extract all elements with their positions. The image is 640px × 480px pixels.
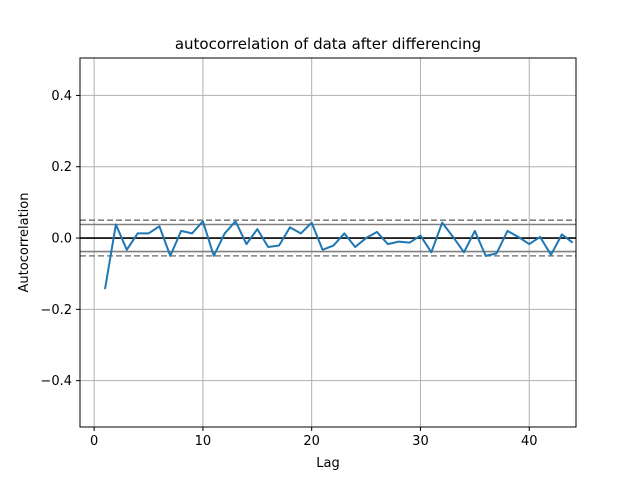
plot-frame [79,57,577,428]
x-tick-label: 30 [412,434,429,449]
y-tick-label: 0.0 [51,232,72,247]
chart-title: autocorrelation of data after differenci… [175,35,481,53]
x-tick-label: 40 [521,434,538,449]
x-axis-label: Lag [316,456,339,471]
y-tick-label: 0.4 [51,89,72,104]
confidence-bands [80,219,576,257]
series-layer [104,220,574,290]
y-tick-label: −0.4 [40,374,72,389]
x-axis-ticks: 0 10 20 30 40 [90,427,538,449]
x-tick-label: 0 [90,434,98,449]
x-tick-label: 20 [303,434,320,449]
x-tick-label: 10 [195,434,212,449]
grid-lines [80,58,576,427]
y-tick-label: 0.2 [51,160,72,175]
acf-series-line [104,220,574,290]
y-tick-label: −0.2 [40,303,72,318]
y-axis-ticks: −0.4 −0.2 0.0 0.2 0.4 [40,89,80,389]
y-axis-label: Autocorrelation [17,193,32,293]
